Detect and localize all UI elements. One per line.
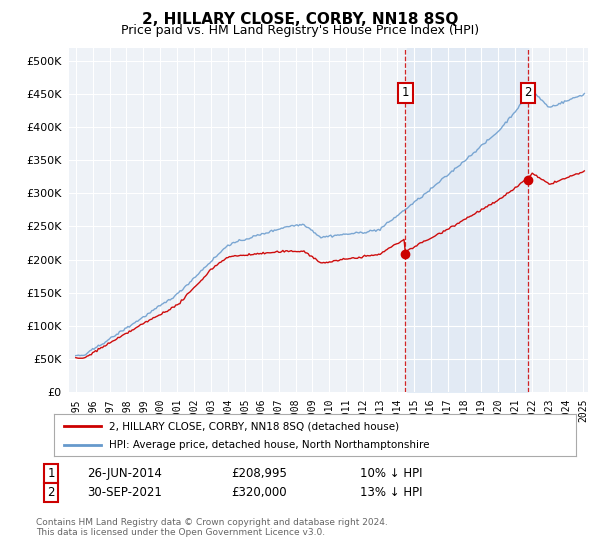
Text: 26-JUN-2014: 26-JUN-2014 [87,466,162,480]
Text: 1: 1 [47,466,55,480]
Text: 2: 2 [47,486,55,500]
Text: 13% ↓ HPI: 13% ↓ HPI [360,486,422,500]
Text: 10% ↓ HPI: 10% ↓ HPI [360,466,422,480]
Text: 2, HILLARY CLOSE, CORBY, NN18 8SQ: 2, HILLARY CLOSE, CORBY, NN18 8SQ [142,12,458,27]
Text: 30-SEP-2021: 30-SEP-2021 [87,486,162,500]
Text: 2: 2 [524,86,532,99]
Text: HPI: Average price, detached house, North Northamptonshire: HPI: Average price, detached house, Nort… [109,440,430,450]
Text: 1: 1 [401,86,409,99]
Text: £208,995: £208,995 [231,466,287,480]
Text: £320,000: £320,000 [231,486,287,500]
Text: Contains HM Land Registry data © Crown copyright and database right 2024.
This d: Contains HM Land Registry data © Crown c… [36,518,388,538]
Text: 2, HILLARY CLOSE, CORBY, NN18 8SQ (detached house): 2, HILLARY CLOSE, CORBY, NN18 8SQ (detac… [109,421,399,431]
Text: Price paid vs. HM Land Registry's House Price Index (HPI): Price paid vs. HM Land Registry's House … [121,24,479,36]
